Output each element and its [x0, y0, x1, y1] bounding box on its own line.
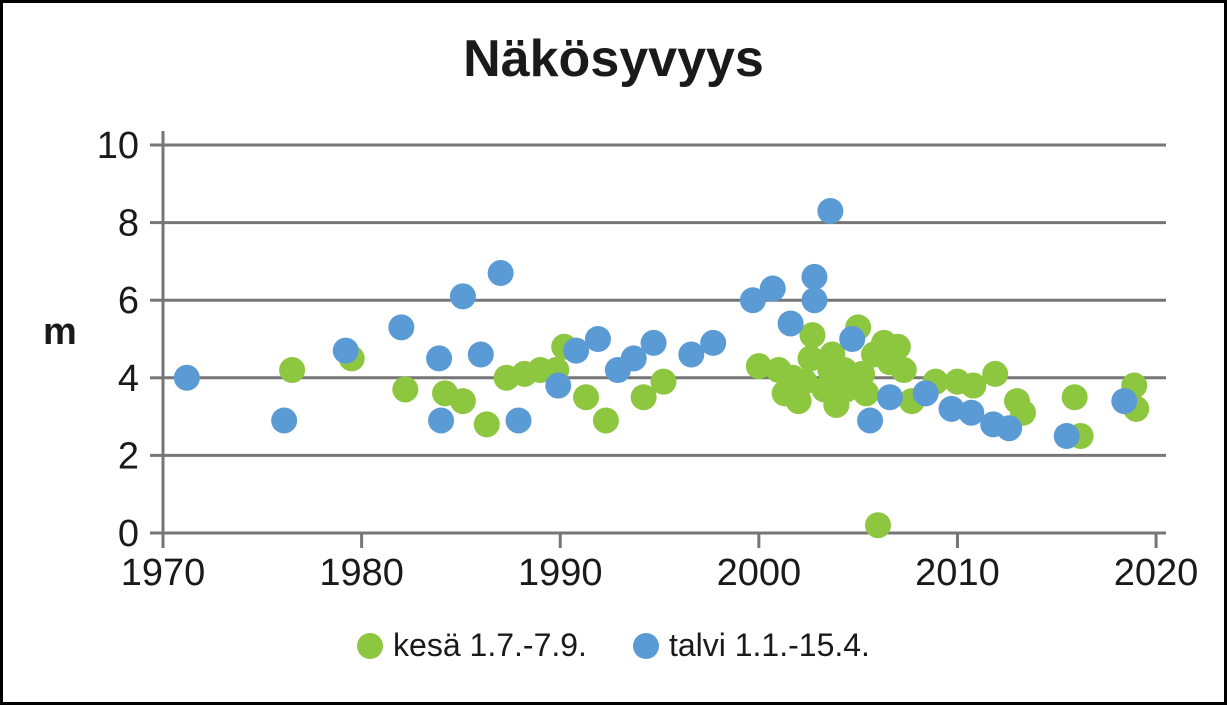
- data-point-kesa: [630, 384, 657, 411]
- kesa-legend-label: kesä 1.7.-7.9.: [393, 627, 587, 663]
- y-tick-label: 4: [118, 358, 139, 400]
- data-point-talvi: [876, 384, 903, 411]
- data-point-kesa: [853, 380, 880, 407]
- data-point-kesa: [573, 384, 600, 411]
- kesa-legend-marker-icon: [357, 632, 384, 659]
- x-tick-label: 1990: [518, 552, 603, 594]
- data-point-talvi: [1053, 423, 1080, 449]
- data-point-talvi: [173, 364, 200, 391]
- data-point-talvi: [563, 337, 590, 364]
- data-point-talvi: [271, 407, 298, 434]
- data-point-talvi: [584, 326, 611, 352]
- data-point-kesa: [884, 333, 911, 360]
- x-tick-label: 2020: [1114, 552, 1199, 594]
- data-point-talvi: [958, 399, 985, 426]
- data-point-talvi: [388, 314, 415, 341]
- data-point-talvi: [777, 310, 804, 337]
- data-point-talvi: [467, 341, 494, 368]
- data-point-kesa: [279, 357, 306, 384]
- data-point-kesa: [592, 407, 619, 434]
- data-point-talvi: [817, 197, 844, 224]
- chart-title: Näkösyvyys: [463, 30, 764, 88]
- data-point-kesa: [650, 368, 677, 395]
- legend-item-kesa: kesä 1.7.-7.9.: [357, 627, 587, 664]
- scatter-plot-canvas: 0 2 4 6 8 10 1970 1980 1990 2000 2010 2020: [97, 125, 1199, 594]
- data-point-kesa: [833, 376, 860, 403]
- data-point-talvi: [759, 275, 786, 302]
- x-tick-label: 1970: [121, 552, 206, 594]
- y-tick-label: 6: [118, 280, 139, 322]
- data-point-talvi: [700, 329, 727, 356]
- data-point-kesa: [797, 345, 824, 372]
- x-tick-label: 1980: [319, 552, 404, 594]
- data-point-talvi: [505, 407, 532, 434]
- y-tick-label: 10: [97, 125, 139, 167]
- data-point-talvi: [1111, 388, 1138, 415]
- data-point-kesa: [865, 512, 892, 539]
- data-point-talvi: [801, 287, 828, 314]
- talvi-legend-marker-icon: [632, 632, 659, 659]
- legend: kesä 1.7.-7.9. talvi 1.1.-15.4.: [3, 627, 1224, 664]
- data-point-kesa: [890, 357, 917, 384]
- data-point-talvi: [620, 345, 647, 372]
- data-point-kesa: [449, 388, 476, 415]
- x-tick-label: 2010: [915, 552, 1000, 594]
- data-point-talvi: [640, 329, 667, 356]
- data-point-kesa: [791, 368, 818, 395]
- data-point-talvi: [739, 287, 766, 314]
- data-point-talvi: [545, 372, 572, 399]
- data-point-kesa: [473, 411, 500, 438]
- data-point-talvi: [912, 380, 939, 407]
- legend-item-talvi: talvi 1.1.-15.4.: [632, 627, 870, 664]
- data-point-talvi: [449, 283, 476, 310]
- data-point-talvi: [426, 345, 453, 372]
- data-point-talvi: [857, 407, 884, 434]
- data-point-talvi: [938, 395, 965, 422]
- data-point-kesa: [1061, 384, 1088, 411]
- data-point-kesa: [392, 376, 419, 403]
- data-point-talvi: [839, 326, 866, 352]
- y-tick-label: 2: [118, 435, 139, 477]
- talvi-legend-label: talvi 1.1.-15.4.: [668, 627, 870, 663]
- y-tick-label: 0: [118, 513, 139, 555]
- data-point-talvi: [678, 341, 705, 368]
- data-point-kesa: [799, 322, 826, 349]
- data-point-kesa: [960, 372, 987, 399]
- data-point-talvi: [801, 263, 828, 290]
- data-point-kesa: [849, 360, 876, 387]
- data-point-talvi: [996, 415, 1023, 442]
- data-point-kesa: [745, 353, 772, 380]
- y-tick-label: 8: [118, 203, 139, 245]
- data-point-talvi: [428, 407, 455, 434]
- data-point-kesa: [982, 360, 1009, 387]
- x-tick-label: 2000: [717, 552, 802, 594]
- y-axis-label: m: [43, 311, 77, 353]
- data-point-talvi: [332, 337, 359, 364]
- data-point-talvi: [487, 260, 514, 287]
